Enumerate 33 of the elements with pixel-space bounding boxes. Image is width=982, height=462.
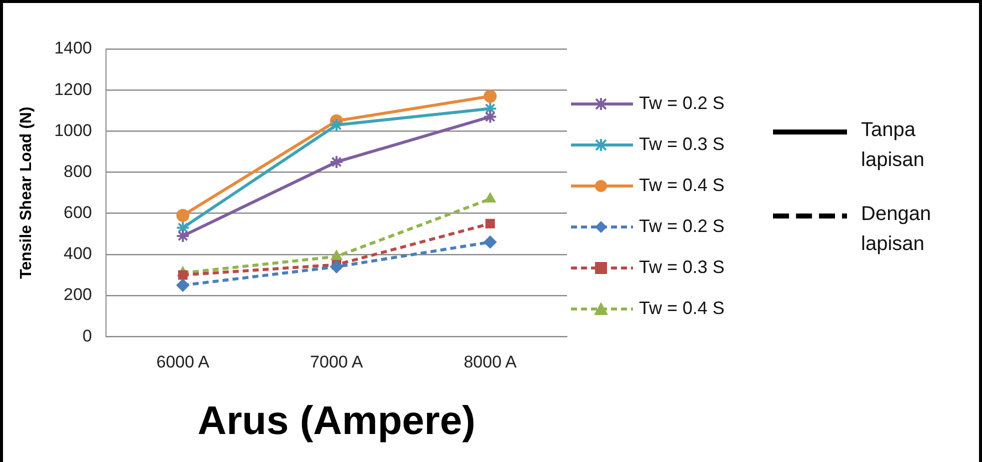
- legend-label: Tw = 0.2 S: [639, 216, 725, 237]
- point: [176, 220, 190, 235]
- y-tick-label: 1000: [54, 120, 92, 140]
- text: Tanpa lapisan: [861, 118, 926, 173]
- point: [330, 260, 344, 274]
- y-tick-label: 200: [64, 285, 92, 304]
- legend-label: Tw = 0.3 S: [639, 134, 725, 155]
- point: [483, 110, 498, 124]
- y-tick-label: 600: [64, 203, 92, 222]
- point: [178, 270, 188, 280]
- y-tick-label: 1400: [54, 38, 92, 58]
- point: [330, 118, 344, 132]
- y-tick-label: 1200: [54, 80, 92, 99]
- point: [176, 208, 190, 222]
- point: [485, 218, 495, 228]
- point: [176, 228, 190, 243]
- point: [484, 90, 497, 103]
- x-tick-label: 7000 A: [310, 352, 364, 372]
- legend-label: Tw = 0.3 S: [639, 257, 725, 278]
- text: Dengan lapisan: [861, 202, 932, 257]
- y-tick-label: 400: [64, 244, 92, 264]
- x-axis-title: Arus (Ampere): [198, 399, 476, 444]
- y-tick-label: 0: [82, 326, 92, 346]
- legend-label: Tw = 0.2 S: [639, 93, 725, 114]
- x-tick-label: 6000 A: [156, 352, 210, 372]
- y-axis-title: Tensile Shear Load (N): [18, 106, 36, 279]
- legend-label: Tw = 0.4 S: [639, 175, 725, 196]
- x-tick-label: 8000 A: [464, 352, 518, 372]
- point: [176, 278, 190, 292]
- legend-label: Tw = 0.4 S: [639, 298, 725, 319]
- point: [330, 154, 344, 169]
- y-tick-label: 800: [64, 162, 92, 181]
- point: [484, 236, 497, 249]
